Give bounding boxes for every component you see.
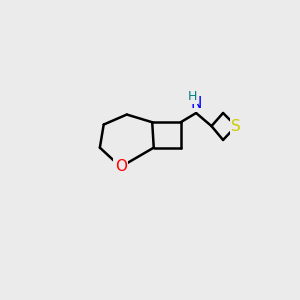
Text: O: O bbox=[115, 159, 127, 174]
Text: S: S bbox=[231, 118, 241, 134]
Text: N: N bbox=[190, 97, 202, 112]
Text: H: H bbox=[188, 90, 197, 103]
